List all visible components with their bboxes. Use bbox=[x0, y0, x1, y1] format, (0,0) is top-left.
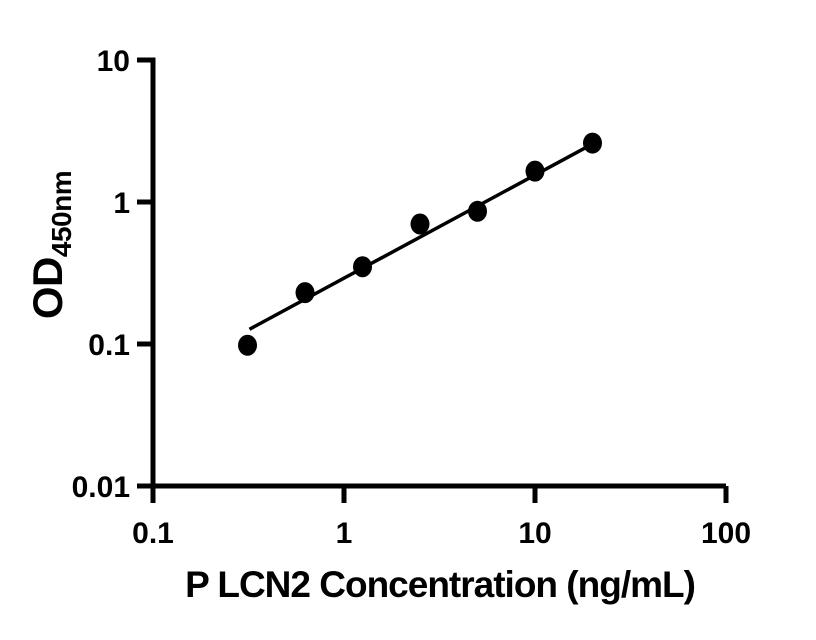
y-tick-label: 0.01 bbox=[72, 471, 130, 504]
data-point bbox=[582, 132, 602, 154]
data-point bbox=[410, 213, 430, 235]
y-axis-title-main: OD bbox=[24, 257, 71, 320]
y-tick-label: 10 bbox=[97, 45, 130, 78]
y-tick-label: 0.1 bbox=[88, 329, 130, 362]
x-tick-label: 1 bbox=[336, 517, 353, 550]
x-axis-title: P LCN2 Concentration (ng/mL) bbox=[185, 564, 696, 605]
x-tick-label: 0.1 bbox=[132, 517, 174, 550]
x-tick-label: 100 bbox=[701, 517, 751, 550]
data-point bbox=[468, 200, 488, 222]
data-point bbox=[295, 282, 315, 304]
y-axis-title: OD450nm bbox=[24, 171, 77, 320]
data-point bbox=[525, 160, 545, 182]
y-axis-title-subscript: 450nm bbox=[46, 170, 77, 258]
data-point bbox=[238, 334, 258, 356]
data-point bbox=[353, 256, 373, 278]
x-tick-label: 10 bbox=[518, 517, 551, 550]
y-tick-label: 1 bbox=[113, 187, 130, 220]
